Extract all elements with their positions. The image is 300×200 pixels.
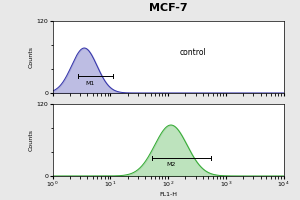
- Y-axis label: Counts: Counts: [29, 46, 34, 68]
- Text: M2: M2: [166, 162, 176, 167]
- Text: control: control: [179, 48, 206, 57]
- X-axis label: FL1-H: FL1-H: [159, 192, 177, 197]
- Text: MCF-7: MCF-7: [149, 3, 187, 13]
- Y-axis label: Counts: Counts: [29, 129, 34, 151]
- Text: M1: M1: [85, 81, 94, 86]
